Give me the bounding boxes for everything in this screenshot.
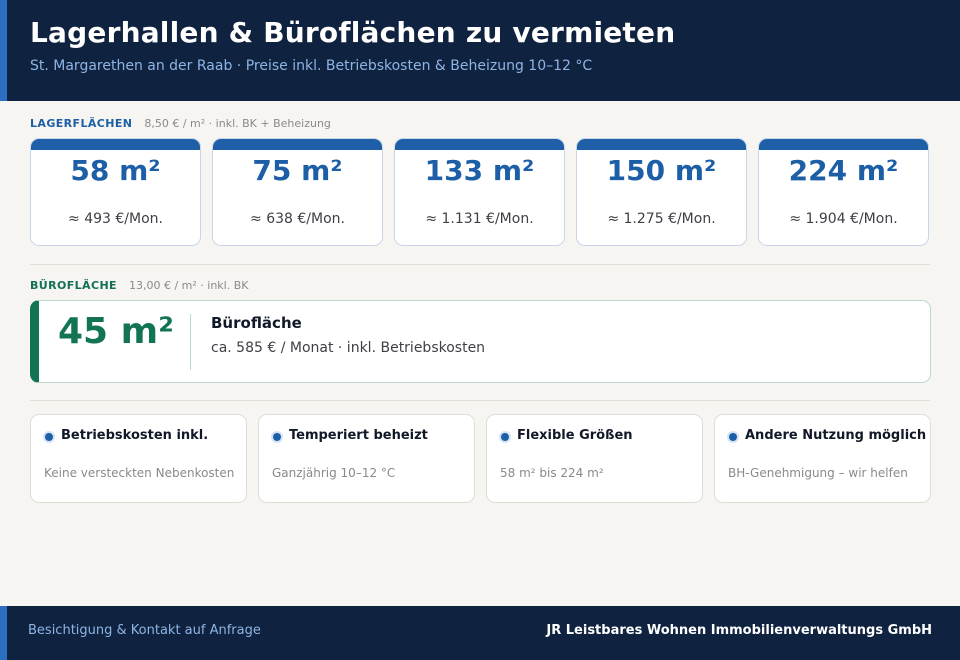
card-top-bar bbox=[577, 139, 746, 150]
page-title: Lagerhallen & Büroflächen zu vermieten bbox=[30, 16, 676, 49]
lager-card-price: ≈ 1.904 €/Mon. bbox=[789, 211, 898, 227]
buero-section-label: BÜROFLÄCHE 13,00 € / m² · inkl. BK bbox=[30, 279, 248, 292]
lager-card-list: 58 m² ≈ 493 €/Mon. 75 m² ≈ 638 €/Mon. 13… bbox=[30, 138, 929, 246]
lager-card-price: ≈ 638 €/Mon. bbox=[250, 211, 345, 227]
feature-card: Temperiert beheizt Ganzjährig 10–12 °C bbox=[258, 414, 475, 503]
contact-note: Besichtigung & Kontakt auf Anfrage bbox=[28, 623, 261, 638]
lager-card-price: ≈ 493 €/Mon. bbox=[68, 211, 163, 227]
bullet-icon bbox=[501, 433, 509, 441]
lager-card[interactable]: 150 m² ≈ 1.275 €/Mon. bbox=[576, 138, 747, 246]
buero-title: Bürofläche bbox=[211, 314, 302, 332]
card-top-bar bbox=[31, 139, 200, 150]
lager-card-size: 75 m² bbox=[252, 154, 343, 187]
feature-title: Temperiert beheizt bbox=[289, 428, 428, 443]
card-top-bar bbox=[395, 139, 564, 150]
feature-description: 58 m² bis 224 m² bbox=[500, 466, 604, 480]
feature-card: Betriebskosten inkl. Keine versteckten N… bbox=[30, 414, 247, 503]
section-divider bbox=[30, 264, 930, 265]
feature-description: BH-Genehmigung – wir helfen bbox=[728, 466, 908, 480]
lager-card[interactable]: 58 m² ≈ 493 €/Mon. bbox=[30, 138, 201, 246]
feature-description: Keine versteckten Nebenkosten bbox=[44, 466, 235, 480]
lager-card[interactable]: 133 m² ≈ 1.131 €/Mon. bbox=[394, 138, 565, 246]
lager-price-meta: 8,50 € / m² · inkl. BK + Beheizung bbox=[144, 117, 331, 130]
lager-card-size: 58 m² bbox=[70, 154, 161, 187]
buero-label-text: BÜROFLÄCHE bbox=[30, 279, 117, 292]
feature-card: Flexible Größen 58 m² bis 224 m² bbox=[486, 414, 703, 503]
lager-card[interactable]: 75 m² ≈ 638 €/Mon. bbox=[212, 138, 383, 246]
buero-card[interactable]: 45 m² Bürofläche ca. 585 € / Monat · ink… bbox=[30, 300, 931, 383]
card-top-bar bbox=[759, 139, 928, 150]
feature-title: Flexible Größen bbox=[517, 428, 633, 443]
feature-title: Andere Nutzung möglich bbox=[745, 428, 927, 443]
buero-description: ca. 585 € / Monat · inkl. Betriebskosten bbox=[211, 340, 486, 356]
lager-card[interactable]: 224 m² ≈ 1.904 €/Mon. bbox=[758, 138, 929, 246]
lager-card-size: 133 m² bbox=[424, 154, 535, 187]
buero-divider bbox=[190, 314, 191, 370]
feature-title: Betriebskosten inkl. bbox=[61, 428, 209, 443]
lager-card-price: ≈ 1.275 €/Mon. bbox=[607, 211, 716, 227]
lager-card-price: ≈ 1.131 €/Mon. bbox=[425, 211, 534, 227]
feature-list: Betriebskosten inkl. Keine versteckten N… bbox=[30, 414, 931, 503]
feature-card: Andere Nutzung möglich BH-Genehmigung – … bbox=[714, 414, 931, 503]
bullet-icon bbox=[729, 433, 737, 441]
card-top-bar bbox=[213, 139, 382, 150]
section-divider bbox=[30, 400, 930, 401]
lager-card-size: 224 m² bbox=[788, 154, 899, 187]
lager-card-size: 150 m² bbox=[606, 154, 717, 187]
feature-description: Ganzjährig 10–12 °C bbox=[272, 466, 396, 480]
buero-size: 45 m² bbox=[58, 311, 174, 352]
bullet-icon bbox=[45, 433, 53, 441]
page-subtitle: St. Margarethen an der Raab · Preise ink… bbox=[30, 58, 593, 74]
company-name: JR Leistbares Wohnen Immobilienverwaltun… bbox=[546, 623, 932, 638]
footer-bar: Besichtigung & Kontakt auf Anfrage JR Le… bbox=[0, 606, 960, 660]
header-banner: Lagerhallen & Büroflächen zu vermieten S… bbox=[0, 0, 960, 101]
buero-price-meta: 13,00 € / m² · inkl. BK bbox=[128, 279, 249, 292]
bullet-icon bbox=[273, 433, 281, 441]
lager-label-text: LAGERFLÄCHEN bbox=[30, 117, 133, 130]
lager-section-label: LAGERFLÄCHEN 8,50 € / m² · inkl. BK + Be… bbox=[30, 117, 331, 130]
